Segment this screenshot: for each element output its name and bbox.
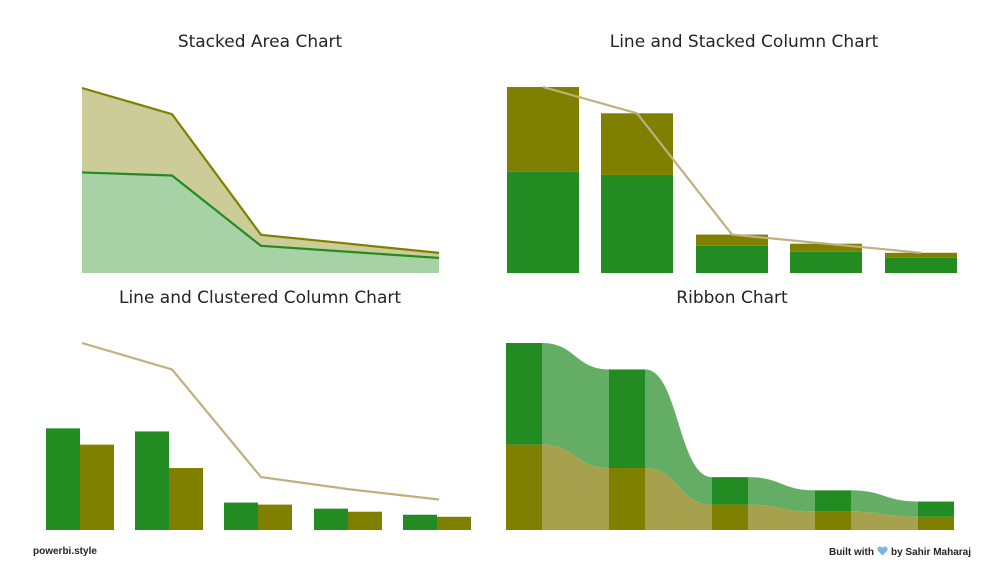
ribbon-bar-green bbox=[712, 477, 748, 505]
ribbon-band-olive bbox=[851, 511, 918, 530]
heart-icon bbox=[877, 546, 888, 556]
stacked-bar-green bbox=[507, 171, 579, 273]
clustered-bar-green bbox=[135, 431, 169, 530]
stacked-bar-olive bbox=[696, 234, 768, 246]
clustered-bar-olive bbox=[348, 511, 382, 530]
ribbon-bar-green bbox=[506, 343, 542, 445]
footer-brand: powerbi.style bbox=[33, 546, 97, 557]
stacked-bar-green bbox=[790, 251, 862, 273]
ribbon-bar-green bbox=[918, 501, 954, 517]
stacked-bar-olive bbox=[790, 243, 862, 252]
stacked-bar-olive bbox=[507, 87, 579, 172]
ribbon-band-green bbox=[851, 490, 918, 517]
ribbon-bar-olive bbox=[506, 444, 542, 530]
chart-title-line-clustered-column: Line and Clustered Column Chart bbox=[119, 288, 401, 308]
ribbon-band-olive bbox=[542, 444, 609, 530]
clustered-bar-olive bbox=[437, 516, 471, 530]
clustered-bar-green bbox=[224, 502, 258, 530]
ribbon-chart bbox=[506, 343, 954, 530]
ribbon-band-green bbox=[542, 343, 609, 469]
line-clustered-column-chart bbox=[46, 341, 471, 530]
ribbon-band-olive bbox=[645, 468, 712, 530]
stacked-trend-line bbox=[542, 85, 922, 254]
clustered-trend-line bbox=[81, 341, 440, 501]
ribbon-bar-olive bbox=[609, 468, 645, 530]
footer-built-with: Built with bbox=[828, 547, 874, 558]
chart-title-stacked-area: Stacked Area Chart bbox=[178, 32, 343, 52]
stacked-bar-green bbox=[885, 257, 957, 273]
area-band-olive bbox=[82, 88, 439, 258]
ribbon-bar-olive bbox=[918, 516, 954, 530]
ribbon-bar-olive bbox=[712, 504, 748, 530]
ribbon-bar-green bbox=[609, 369, 645, 469]
ribbon-band-olive bbox=[748, 504, 815, 530]
ribbon-band-green bbox=[748, 477, 815, 512]
clustered-bar-green bbox=[314, 508, 348, 530]
clustered-bar-olive bbox=[80, 444, 114, 530]
clustered-bar-green bbox=[46, 428, 80, 530]
ribbon-band-green bbox=[645, 369, 712, 505]
chart-title-ribbon: Ribbon Chart bbox=[676, 288, 788, 308]
area-line-olive bbox=[81, 86, 440, 254]
stacked-bar-olive bbox=[885, 252, 957, 258]
footer-author: by Sahir Maharaj bbox=[890, 547, 971, 558]
clustered-bar-olive bbox=[258, 504, 292, 530]
chart-title-line-stacked-column: Line and Stacked Column Chart bbox=[610, 32, 879, 52]
footer-credit: Built with by Sahir Maharaj bbox=[829, 546, 971, 558]
area-line-green bbox=[81, 171, 440, 260]
line-stacked-column-chart bbox=[507, 85, 957, 273]
clustered-bar-olive bbox=[169, 468, 203, 530]
area-band-green bbox=[82, 172, 439, 273]
stacked-bar-green bbox=[696, 245, 768, 273]
stacked-bar-green bbox=[601, 174, 673, 273]
clustered-bar-green bbox=[403, 514, 437, 530]
ribbon-bar-green bbox=[815, 490, 851, 512]
ribbon-bar-olive bbox=[815, 511, 851, 530]
stacked-area-chart bbox=[81, 86, 440, 273]
